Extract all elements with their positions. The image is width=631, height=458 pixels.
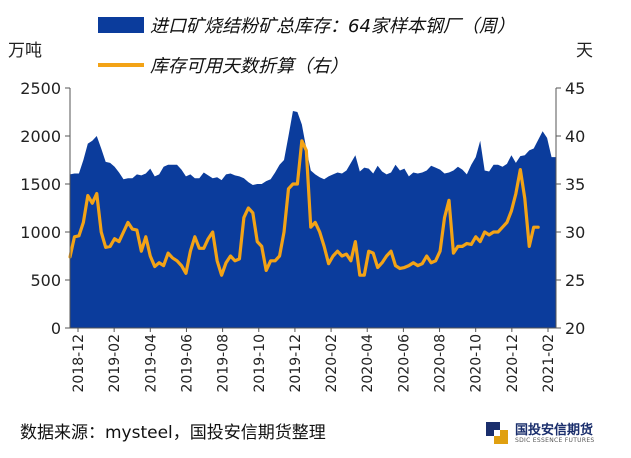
x-tick-label: 2020-02 bbox=[324, 334, 340, 393]
left-tick-label: 1500 bbox=[20, 175, 61, 194]
plot-area bbox=[68, 88, 557, 329]
left-axis-ticks: 0 500 1000 1500 2000 2500 bbox=[20, 79, 70, 338]
left-tick-label: 0 bbox=[51, 319, 61, 338]
right-axis-unit: 天 bbox=[576, 41, 593, 61]
right-tick-label: 20 bbox=[565, 319, 585, 338]
x-tick-label: 2019-12 bbox=[288, 334, 304, 393]
inventory-area bbox=[70, 111, 556, 328]
legend-label-inventory: 进口矿烧结粉矿总库存：64家样本钢厂（周） bbox=[150, 16, 515, 37]
logo-text: 国投安信期货 bbox=[515, 423, 594, 438]
x-tick-label: 2020-06 bbox=[396, 334, 412, 393]
right-axis-ticks: 20 25 30 35 40 45 bbox=[556, 79, 585, 338]
legend-label-days: 库存可用天数折算（右） bbox=[150, 56, 348, 77]
left-axis-unit: 万吨 bbox=[8, 41, 42, 61]
x-tick-label: 2019-10 bbox=[252, 334, 268, 393]
logo-mark-icon bbox=[486, 422, 508, 444]
x-tick-label: 2018-12 bbox=[71, 334, 87, 393]
x-tick-label: 2019-06 bbox=[179, 334, 195, 393]
legend: 进口矿烧结粉矿总库存：64家样本钢厂（周） 库存可用天数折算（右） bbox=[98, 16, 515, 77]
x-tick-label: 2019-08 bbox=[216, 334, 232, 393]
logo-subtext: SDIC ESSENCE FUTURES bbox=[515, 437, 595, 444]
right-tick-label: 45 bbox=[565, 79, 585, 98]
x-tick-label: 2019-02 bbox=[107, 334, 123, 393]
right-tick-label: 25 bbox=[565, 271, 585, 290]
x-tick-label: 2020-12 bbox=[505, 334, 521, 393]
left-tick-label: 2500 bbox=[20, 79, 61, 98]
right-tick-label: 30 bbox=[565, 223, 585, 242]
left-tick-label: 1000 bbox=[20, 223, 61, 242]
logo: 国投安信期货 SDIC ESSENCE FUTURES bbox=[485, 418, 625, 448]
x-tick-label: 2020-04 bbox=[360, 334, 376, 393]
legend-swatch-inventory bbox=[98, 17, 144, 33]
source-note: 数据来源：mysteel，国投安信期货整理 bbox=[20, 423, 326, 443]
x-tick-label: 2020-08 bbox=[433, 334, 449, 393]
left-tick-label: 2000 bbox=[20, 127, 61, 146]
right-tick-label: 40 bbox=[565, 127, 585, 146]
left-tick-label: 500 bbox=[30, 271, 61, 290]
days-line bbox=[68, 139, 540, 277]
right-tick-label: 35 bbox=[565, 175, 585, 194]
x-tick-label: 2021-02 bbox=[541, 334, 557, 393]
x-tick-label: 2020-10 bbox=[469, 334, 485, 393]
x-axis-ticks: 2018-12 2019-02 2019-04 2019-06 2019-08 2019-… bbox=[71, 328, 557, 393]
x-tick-label: 2019-04 bbox=[143, 334, 159, 393]
